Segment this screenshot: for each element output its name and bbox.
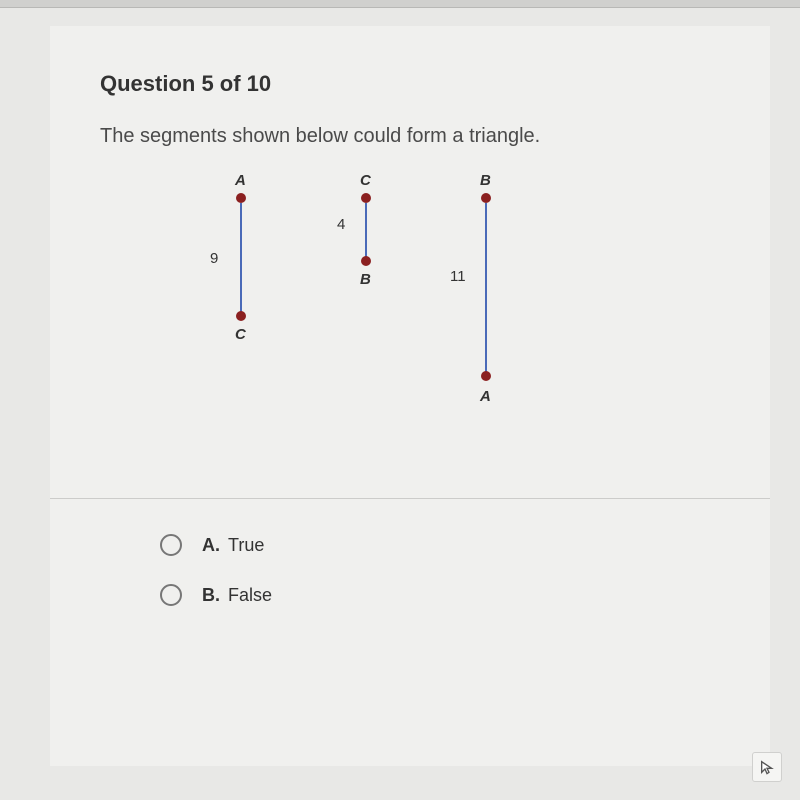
endpoint-bottom bbox=[236, 311, 246, 321]
segment-bottom-label: C bbox=[235, 326, 246, 343]
radio-icon bbox=[160, 534, 182, 556]
endpoint-bottom bbox=[361, 256, 371, 266]
segment-length-label: 9 bbox=[210, 250, 218, 267]
segments-diagram: A C 9 C B 4 B A 11 bbox=[100, 178, 720, 458]
segment-top-label: B bbox=[480, 172, 491, 189]
question-prompt-text: The segments shown below could form a tr… bbox=[100, 125, 720, 148]
question-divider bbox=[50, 498, 770, 499]
endpoint-top bbox=[481, 193, 491, 203]
option-b-false[interactable]: B. False bbox=[160, 584, 720, 606]
segment-length-label: 11 bbox=[450, 268, 466, 285]
option-text: False bbox=[228, 585, 272, 606]
cursor-indicator-icon bbox=[752, 752, 782, 782]
endpoint-bottom bbox=[481, 371, 491, 381]
segment-line bbox=[240, 203, 242, 313]
segment-bottom-label: B bbox=[360, 271, 371, 288]
segment-top-label: C bbox=[360, 172, 371, 189]
segment-line bbox=[485, 203, 487, 373]
endpoint-top bbox=[236, 193, 246, 203]
question-panel: Question 5 of 10 The segments shown belo… bbox=[50, 26, 770, 766]
window-top-bar bbox=[0, 0, 800, 8]
question-number-header: Question 5 of 10 bbox=[100, 71, 720, 97]
segment-line bbox=[365, 203, 367, 258]
option-letter: B. bbox=[202, 585, 220, 606]
answer-options: A. True B. False bbox=[100, 534, 720, 606]
option-text: True bbox=[228, 535, 264, 556]
segment-length-label: 4 bbox=[337, 216, 345, 233]
radio-icon bbox=[160, 584, 182, 606]
segment-top-label: A bbox=[235, 172, 246, 189]
segment-bottom-label: A bbox=[480, 388, 491, 405]
option-letter: A. bbox=[202, 535, 220, 556]
option-a-true[interactable]: A. True bbox=[160, 534, 720, 556]
endpoint-top bbox=[361, 193, 371, 203]
